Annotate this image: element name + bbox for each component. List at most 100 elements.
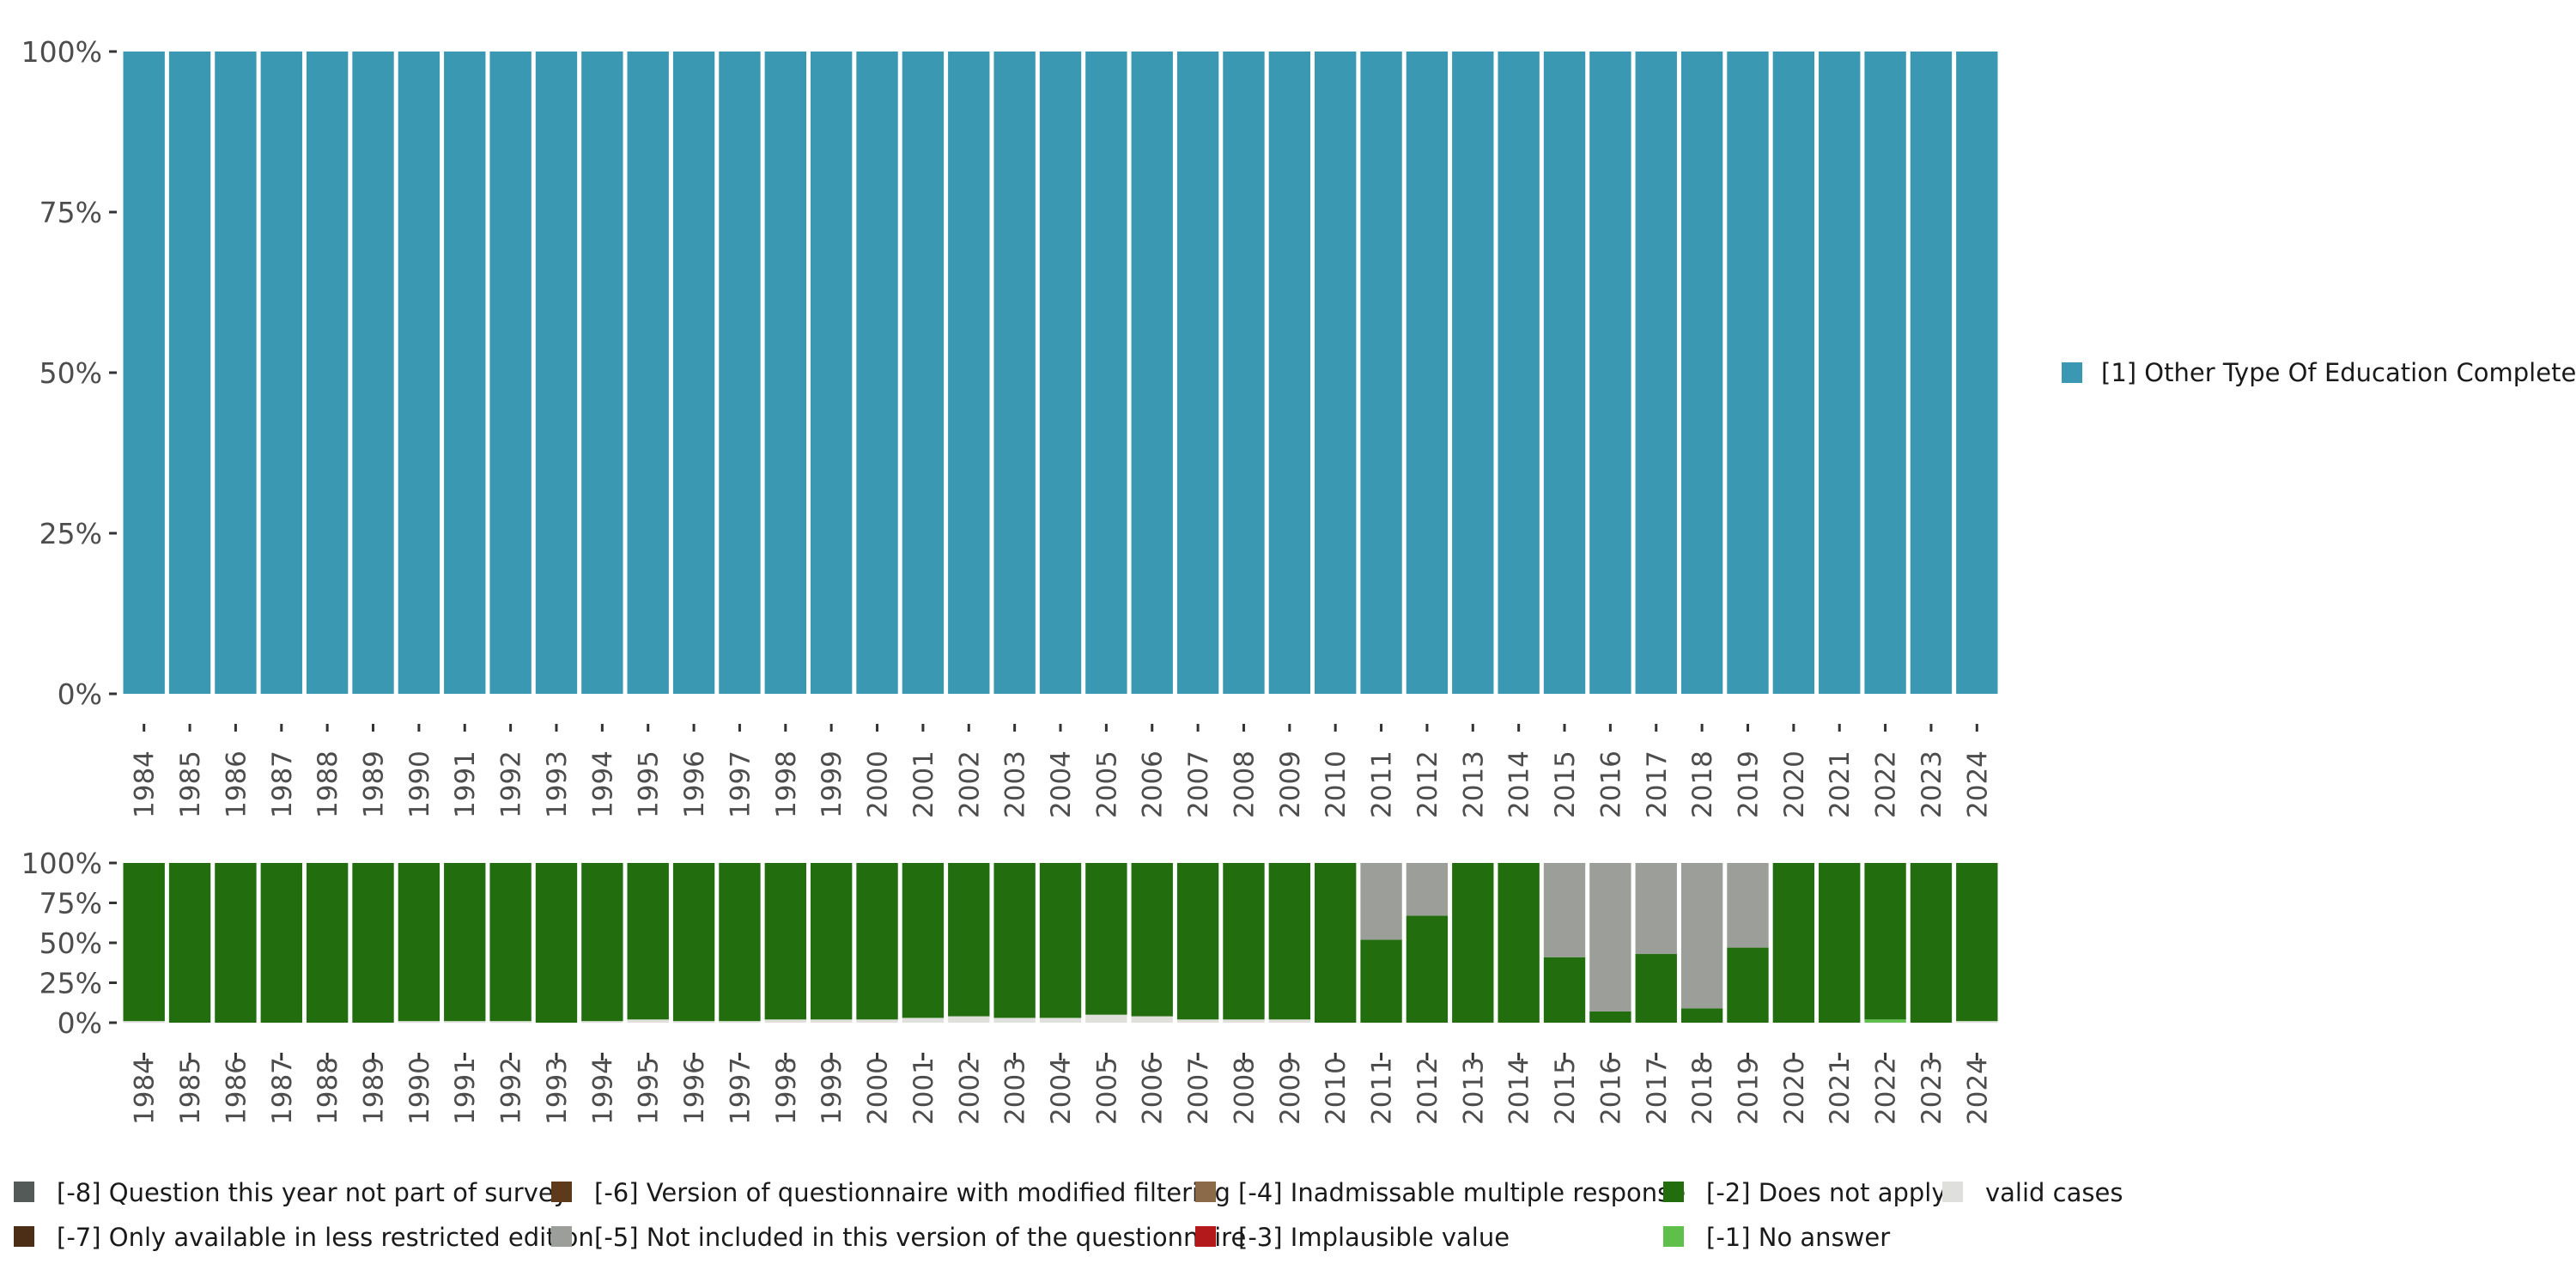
- bar-segment: [1498, 52, 1540, 694]
- bar-segment: [993, 863, 1036, 1018]
- x-tick-label: 2020: [1779, 1057, 1810, 1125]
- bar-segment: [123, 52, 165, 694]
- x-tick-label: 1999: [817, 1057, 848, 1125]
- x-tick-label: 1984: [130, 1057, 161, 1125]
- y-tick-label: 100%: [21, 847, 102, 880]
- bar-segment: [306, 52, 349, 694]
- x-tick-label: 1996: [679, 750, 710, 818]
- bar-segment: [1315, 52, 1357, 694]
- bar-segment: [1360, 52, 1402, 694]
- x-tick-label: 2015: [1550, 1057, 1581, 1125]
- bar-segment: [810, 863, 853, 1020]
- bar-segment: [1268, 1019, 1311, 1023]
- x-tick-label: 2018: [1687, 1057, 1718, 1125]
- legend-swatch: [1663, 1182, 1684, 1202]
- bar-segment: [1223, 52, 1265, 694]
- legend-label: [-6] Version of questionnaire with modif…: [594, 1178, 1230, 1207]
- bar-segment: [1176, 52, 1219, 694]
- bar-segment: [1772, 52, 1815, 694]
- y-tick-label: 0%: [58, 1006, 102, 1040]
- x-tick-label: 1989: [359, 1057, 390, 1125]
- x-tick-label: 2024: [1962, 1057, 1993, 1125]
- bar-segment: [1956, 52, 1998, 694]
- bar-segment: [1406, 863, 1449, 916]
- x-tick-label: 2022: [1871, 750, 1902, 818]
- legend-swatch: [1942, 1182, 1963, 1202]
- y-tick-label: 100%: [21, 35, 102, 69]
- bar-segment: [1910, 863, 1953, 1023]
- x-tick-label: 2023: [1917, 1057, 1947, 1125]
- x-tick-label: 1992: [496, 1057, 527, 1125]
- x-tick-label: 2008: [1229, 750, 1260, 818]
- bar-segment: [1039, 52, 1082, 694]
- bar-segment: [1085, 1014, 1127, 1023]
- bar-segment: [1635, 954, 1677, 1023]
- bar-segment: [672, 52, 715, 694]
- x-tick-label: 2007: [1183, 1057, 1214, 1125]
- bar-segment: [1680, 1008, 1723, 1023]
- x-tick-label: 1998: [771, 750, 802, 818]
- bottom-chart: 0% 25% 50% 75% 100% 1984 1985 1986 1987 1988 1989 1…: [21, 847, 1998, 1125]
- x-tick-label: 2003: [1000, 1057, 1031, 1125]
- x-tick-label: 2000: [863, 1057, 894, 1125]
- y-tick-label: 50%: [39, 927, 102, 960]
- bar-segment: [444, 52, 486, 694]
- bar-segment: [1452, 52, 1494, 694]
- x-tick-label: 2017: [1642, 750, 1673, 818]
- x-tick-label: 2011: [1367, 750, 1398, 818]
- bar-segment: [1085, 863, 1127, 1015]
- x-tick-label: 2021: [1825, 1057, 1856, 1125]
- bar-segment: [581, 863, 623, 1022]
- x-tick-label: 2001: [908, 1057, 939, 1125]
- legend-label: [-2] Does not apply: [1706, 1178, 1947, 1207]
- y-tick-label: 25%: [39, 517, 102, 550]
- x-tick-label: 1991: [450, 750, 481, 818]
- x-tick-label: 1986: [221, 1057, 252, 1125]
- x-tick-label: 1995: [634, 750, 665, 818]
- x-tick-label: 2024: [1962, 750, 1993, 818]
- bar-segment: [1452, 863, 1494, 1023]
- x-tick-label: 1984: [130, 750, 161, 818]
- x-tick-label: 1991: [450, 1057, 481, 1125]
- x-tick-label: 2015: [1550, 750, 1581, 818]
- x-tick-label: 1992: [496, 750, 527, 818]
- bar-segment: [810, 1019, 853, 1023]
- x-tick-label: 2023: [1917, 750, 1947, 818]
- bar-segment: [215, 52, 257, 694]
- bar-segment: [1223, 863, 1265, 1020]
- bar-segment: [1543, 957, 1586, 1023]
- x-tick-label: 2005: [1091, 1057, 1122, 1125]
- x-tick-label: 2010: [1321, 1057, 1352, 1125]
- x-tick-label: 2002: [954, 750, 985, 818]
- bar-segment: [902, 1018, 945, 1023]
- x-tick-label: 2017: [1642, 1057, 1673, 1125]
- x-tick-label: 1997: [725, 750, 756, 818]
- legend-label: [-5] Not included in this version of the…: [594, 1223, 1246, 1252]
- x-tick-label: 2016: [1595, 1057, 1626, 1125]
- bar-segment: [398, 863, 440, 1022]
- x-tick-label: 1990: [404, 1057, 435, 1125]
- legend-swatch: [1195, 1182, 1216, 1202]
- bar-segment: [856, 1019, 898, 1023]
- bar-segment: [489, 863, 532, 1022]
- bar-segment: [1635, 52, 1677, 694]
- x-tick-label: 1994: [587, 1057, 618, 1125]
- bar-segment: [993, 1018, 1036, 1023]
- x-tick-label: 1985: [175, 1057, 206, 1125]
- top-chart: 0% 25% 50% 75% 100% 1984 1985 1986 1987 1988 1989 1…: [21, 35, 1998, 818]
- bar-segment: [719, 52, 761, 694]
- x-tick-label: 1994: [587, 750, 618, 818]
- bar-segment: [764, 863, 806, 1020]
- bar-segment: [1727, 863, 1769, 948]
- bar-segment: [1131, 863, 1173, 1017]
- legend-swatch-other-education: [2062, 362, 2082, 383]
- legend-label: [-3] Implausible value: [1238, 1223, 1510, 1252]
- bar-segment: [581, 52, 623, 694]
- bar-segment: [764, 1019, 806, 1023]
- bar-segment: [1589, 52, 1631, 694]
- right-legend: [1] Other Type Of Education Completed: [2062, 358, 2576, 387]
- bar-segment: [1910, 52, 1953, 694]
- legend-label-other-education: [1] Other Type Of Education Completed: [2101, 358, 2576, 387]
- x-tick-label: 2009: [1275, 1057, 1306, 1125]
- x-tick-label: 1987: [267, 750, 298, 818]
